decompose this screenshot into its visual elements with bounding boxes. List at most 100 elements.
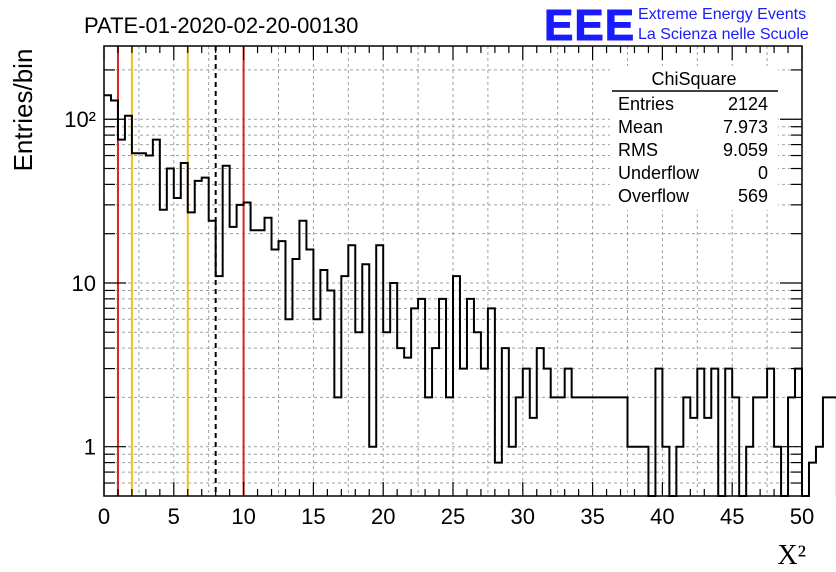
histogram-bin: [662, 447, 669, 496]
x-tick-label: 20: [371, 504, 395, 529]
histogram-bin: [628, 447, 635, 496]
histogram-bin: [586, 397, 593, 496]
histogram-bin: [390, 283, 397, 496]
stats-title: ChiSquare: [651, 69, 736, 89]
histogram-bin: [446, 397, 453, 496]
histogram-bin: [279, 241, 286, 496]
histogram-bin: [160, 210, 167, 496]
histogram-bin: [244, 203, 251, 496]
histogram-bin: [292, 259, 299, 496]
x-tick-label: 30: [511, 504, 535, 529]
histogram-bin: [369, 447, 376, 496]
histogram-bin: [474, 332, 481, 496]
histogram-bin: [362, 264, 369, 496]
stats-value: 7.973: [723, 117, 768, 137]
histogram-bin: [641, 447, 648, 496]
histogram-bin: [355, 332, 362, 496]
histogram-bin: [432, 348, 439, 496]
histogram-bin: [683, 397, 690, 496]
histogram-bin: [313, 319, 320, 496]
logo-line1: Extreme Energy Events: [638, 6, 806, 23]
histogram-bin: [655, 369, 662, 496]
histogram-bin: [216, 276, 223, 496]
histogram-bin: [223, 166, 230, 496]
histogram-bin: [481, 369, 488, 496]
histogram-bin: [634, 447, 641, 496]
stats-label: Underflow: [618, 163, 700, 183]
histogram-bin: [341, 276, 348, 496]
histogram-bin: [823, 397, 830, 496]
histogram-bin: [306, 250, 313, 496]
histogram-bin: [376, 245, 383, 496]
tick-labels: 0 5 10 15 20 25 30 35 40 45 50 1 10 10²: [64, 107, 814, 529]
histogram-bin: [488, 308, 495, 496]
stats-label: Mean: [618, 117, 663, 137]
histogram-bin: [600, 397, 607, 496]
histogram-bin: [174, 198, 181, 496]
histogram-bin: [523, 369, 530, 496]
histogram-bin: [767, 369, 774, 496]
axes: [103, 45, 803, 497]
stats-value: 2124: [728, 94, 768, 114]
histogram-bin: [760, 397, 767, 496]
histogram-bin: [125, 116, 132, 496]
histogram-bin: [348, 245, 355, 496]
histogram-bin: [816, 447, 823, 496]
histogram-bin: [299, 221, 306, 496]
histogram-bin: [544, 369, 551, 496]
histogram-bin: [565, 369, 572, 496]
histogram-bin: [237, 205, 244, 496]
histogram-bin: [774, 447, 781, 496]
histogram-bin: [697, 369, 704, 496]
histogram-bin: [809, 463, 816, 496]
histogram-bin: [676, 447, 683, 496]
histogram-bin: [460, 369, 467, 496]
histogram-bin: [188, 212, 195, 496]
histogram-bin: [139, 153, 146, 496]
y-tick-label: 1: [84, 435, 96, 460]
histogram-bin: [725, 369, 732, 496]
histogram-bin: [320, 270, 327, 496]
x-tick-label: 40: [650, 504, 674, 529]
x-axis-label: X²: [777, 540, 806, 571]
histogram-bin: [537, 348, 544, 496]
stats-value: 0: [758, 163, 768, 183]
y-tick-label: 10: [72, 271, 96, 296]
histogram-bin: [614, 397, 621, 496]
x-tick-label: 0: [98, 504, 110, 529]
histogram-bin: [572, 397, 579, 496]
logo-line2: La Scienza nelle Scuole: [638, 26, 809, 43]
x-tick-label: 25: [441, 504, 465, 529]
histogram-bin: [404, 358, 411, 496]
histogram-bin: [425, 397, 432, 496]
histogram-bin: [272, 250, 279, 496]
histogram-bin: [509, 447, 516, 496]
eee-logo: EEE Extreme Energy Events La Scienza nel…: [544, 1, 809, 51]
histogram-bin: [167, 169, 174, 496]
histogram-bin: [593, 397, 600, 496]
histogram-bin: [195, 181, 202, 496]
x-tick-label: 50: [790, 504, 814, 529]
histogram-bin: [495, 463, 502, 496]
histogram-bin: [132, 153, 139, 496]
histogram-bin: [397, 348, 404, 496]
histogram-bin: [251, 230, 258, 496]
x-tick-label: 15: [301, 504, 325, 529]
histogram-bin: [285, 319, 292, 496]
histogram-bin: [334, 397, 341, 496]
histogram-bin: [265, 218, 272, 496]
chart-title: PATE-01-2020-02-20-00130: [84, 13, 358, 38]
y-axis-label: Entries/bin: [8, 49, 38, 172]
histogram-bin: [558, 397, 565, 496]
stats-label: RMS: [618, 140, 658, 160]
histogram-bin: [732, 397, 739, 496]
histogram-bin: [202, 178, 209, 496]
histogram-bin: [579, 397, 586, 496]
histogram-bin: [467, 299, 474, 496]
histogram-bin: [621, 397, 628, 496]
x-tick-label: 45: [720, 504, 744, 529]
histogram-bin: [704, 418, 711, 496]
histogram-bin: [439, 299, 446, 496]
histogram-bin: [118, 140, 125, 496]
histogram-bin: [209, 221, 216, 496]
